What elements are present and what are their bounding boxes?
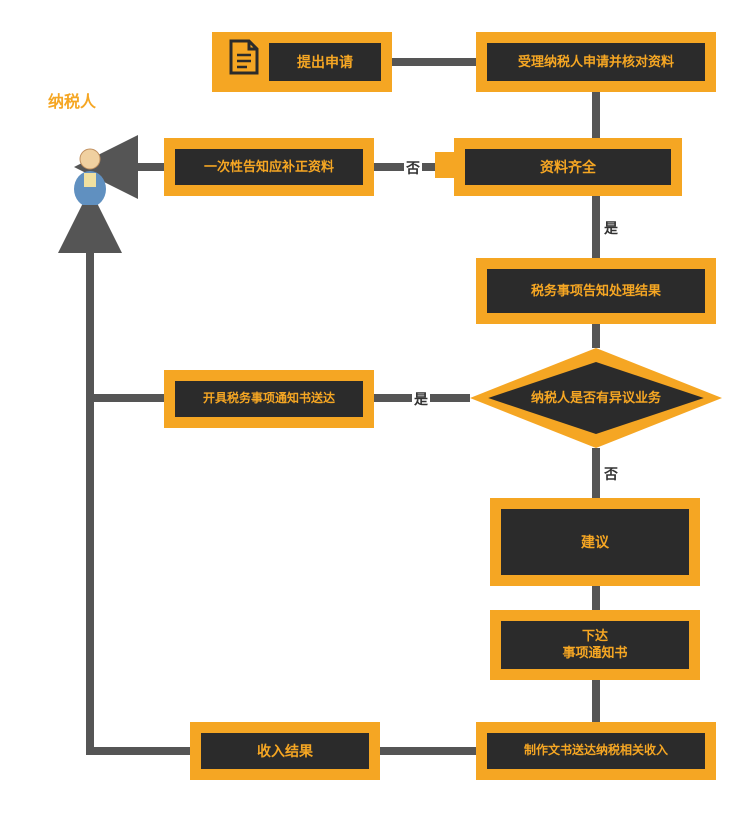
edge-label: 是 — [412, 389, 430, 409]
node-n8: 建议 — [490, 498, 700, 586]
edge-label: 否 — [404, 158, 422, 178]
node-n3: 资料齐全 — [454, 138, 682, 196]
actor-label: 纳税人 — [48, 88, 96, 112]
node-n9: 下达 事项通知书 — [490, 610, 700, 680]
actor-avatar — [70, 145, 110, 205]
edge-n11-actor — [90, 205, 190, 751]
edge-label: 是 — [602, 218, 620, 238]
node-n7: 开具税务事项通知书送达 — [164, 370, 374, 428]
document-icon — [227, 37, 261, 77]
node-n6: 纳税人是否有异议业务 — [470, 348, 722, 448]
node-n10: 制作文书送达纳税相关收入 — [476, 722, 716, 780]
node-n4: 一次性告知应补正资料 — [164, 138, 374, 196]
node-n2: 受理纳税人申请并核对资料 — [476, 32, 716, 92]
edge-label: 否 — [602, 464, 620, 484]
node-n1: 提出申请 — [212, 32, 392, 92]
node-n5: 税务事项告知处理结果 — [476, 258, 716, 324]
node-n11: 收入结果 — [190, 722, 380, 780]
